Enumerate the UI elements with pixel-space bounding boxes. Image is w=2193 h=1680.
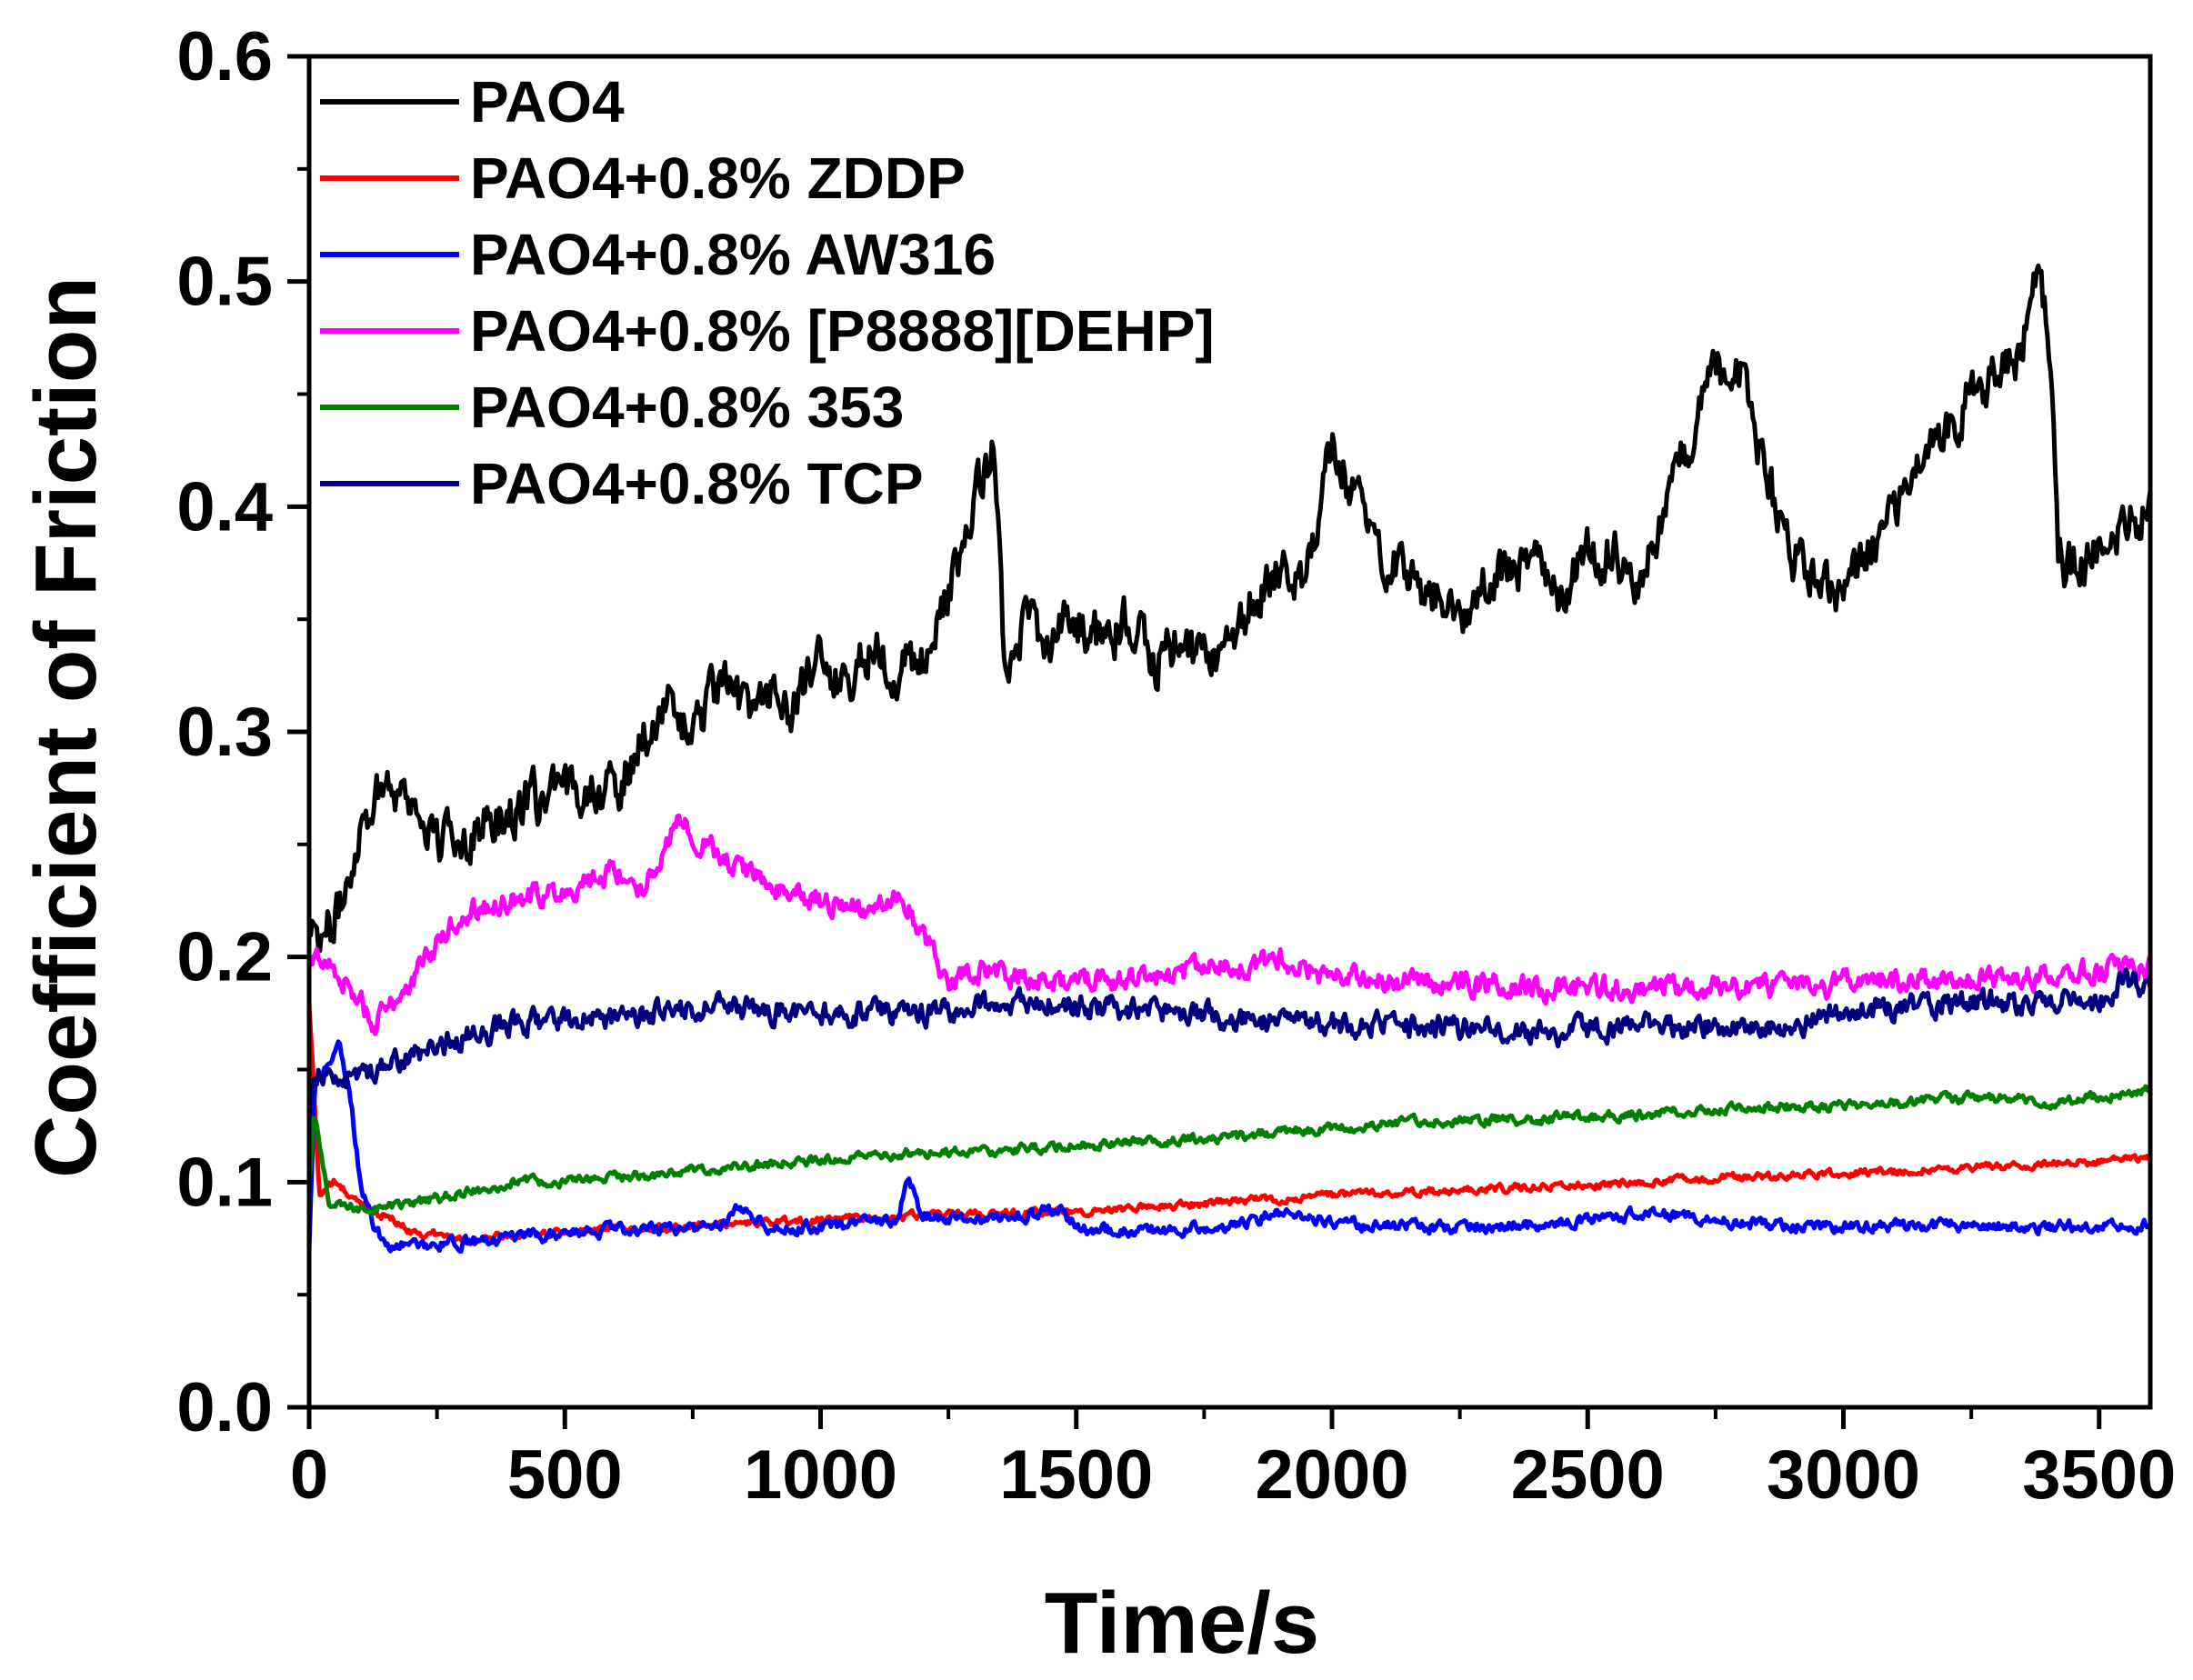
x-tick-label: 2000	[1255, 1436, 1408, 1514]
y-tick-label: 0.1	[176, 1144, 273, 1221]
x-axis-title: Time/s	[1045, 1575, 1319, 1672]
series-line-6	[306, 967, 2153, 1113]
series-line-1	[306, 263, 2153, 954]
y-tick-label: 0.6	[176, 18, 273, 95]
series-line-3	[306, 1039, 2153, 1254]
legend-label: PAO4+0.8% 353	[470, 375, 904, 440]
legend-label: PAO4	[470, 69, 625, 135]
y-tick-label: 0.2	[176, 919, 273, 996]
legend-label: PAO4+0.8% TCP	[470, 451, 924, 516]
legend: PAO4 PAO4+0.8% ZDDP PAO4+0.8% AW316 PAO4+0.…	[320, 69, 1215, 516]
legend-label: PAO4+0.8% ZDDP	[470, 145, 966, 211]
series-layer	[306, 263, 2153, 1254]
y-tick-label: 0.5	[176, 244, 273, 321]
series-line-4	[306, 813, 2153, 1036]
y-tick-label: 0.4	[176, 468, 273, 545]
x-tick-label: 500	[507, 1436, 623, 1514]
legend-label: PAO4+0.8% AW316	[470, 222, 996, 287]
series-line-5	[306, 1084, 2152, 1217]
x-tick-label: 1000	[744, 1436, 897, 1514]
y-axis-title: Coefficient of Friction	[17, 276, 115, 1178]
axes-layer: 0 500 1000 1500 2000 2500 3000 3500 0.0 0.1 0.2 0.3…	[176, 18, 2176, 1514]
x-tick-label: 2500	[1511, 1436, 1665, 1514]
y-tick-label: 0.0	[176, 1369, 273, 1446]
x-tick-label: 3500	[2022, 1436, 2176, 1514]
x-tick-label: 0	[290, 1436, 328, 1514]
x-tick-label: 3000	[1767, 1436, 1920, 1514]
y-tick-label: 0.3	[176, 694, 273, 771]
x-tick-label: 1500	[999, 1436, 1153, 1514]
legend-label: PAO4+0.8% [P8888][DEHP]	[470, 298, 1215, 364]
